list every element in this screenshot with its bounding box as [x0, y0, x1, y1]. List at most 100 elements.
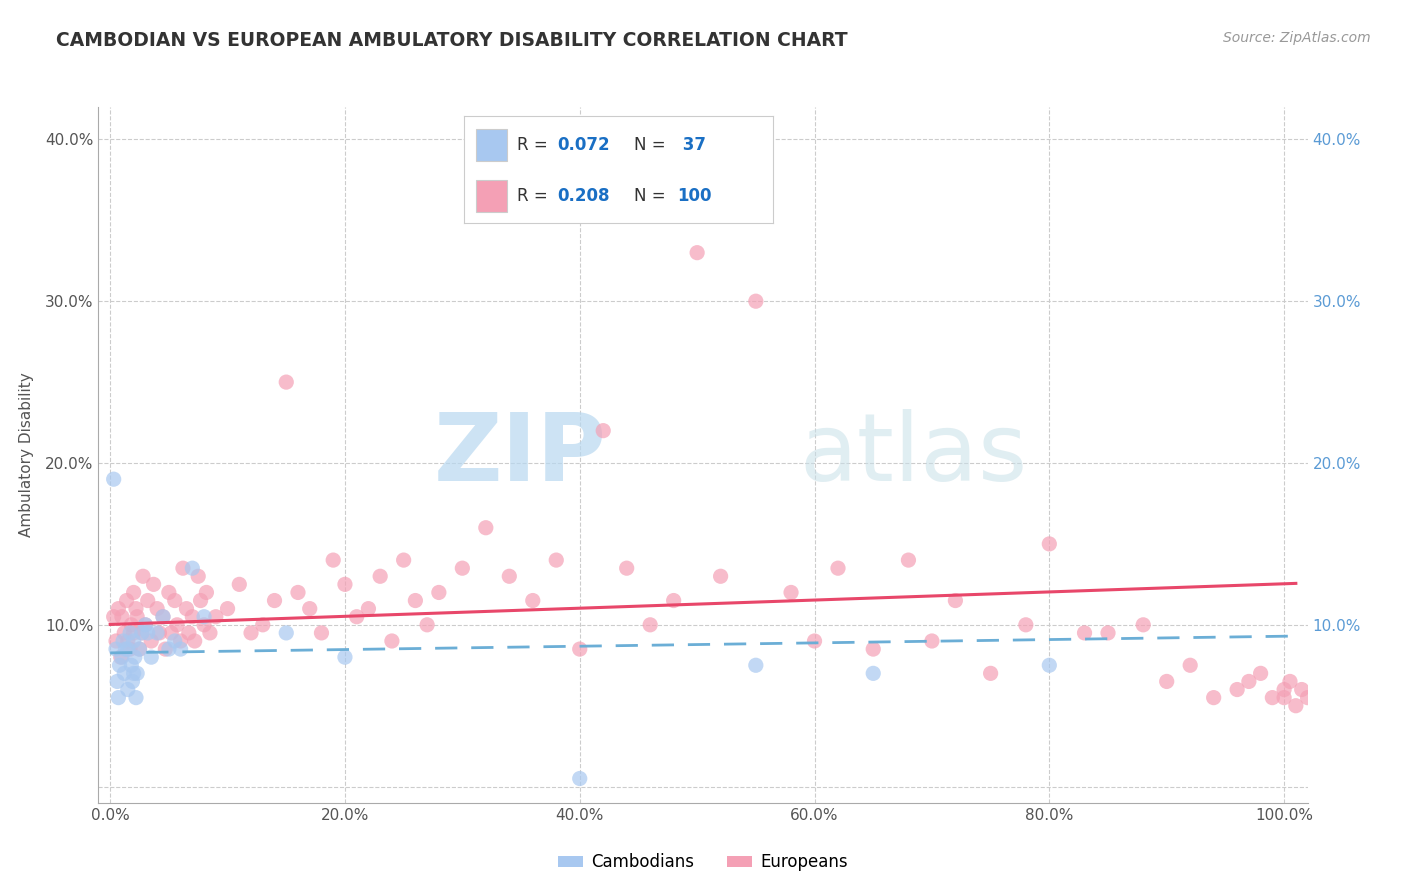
Text: ZIP: ZIP [433, 409, 606, 501]
Point [198, 626, 221, 640]
Point [1272, 690, 1295, 705]
Point [177, 626, 200, 640]
Point [217, 601, 239, 615]
Point [134, 617, 156, 632]
Point [131, 626, 153, 640]
Point [921, 634, 943, 648]
Point [121, 674, 143, 689]
Point [110, 650, 132, 665]
Point [183, 634, 205, 648]
Point [1226, 682, 1249, 697]
Point [710, 569, 733, 583]
Point [381, 634, 404, 648]
Point [163, 634, 186, 648]
Point [124, 650, 146, 665]
Point [827, 561, 849, 575]
Point [157, 642, 180, 657]
Point [128, 642, 150, 657]
Point [1278, 674, 1301, 689]
Point [686, 245, 709, 260]
Legend: Cambodians, Europeans: Cambodians, Europeans [551, 847, 855, 878]
Point [662, 593, 685, 607]
Point [862, 642, 884, 657]
Point [176, 601, 198, 615]
Point [103, 609, 125, 624]
Point [252, 617, 274, 632]
Point [108, 658, 131, 673]
Point [181, 561, 204, 575]
Point [105, 634, 128, 648]
Point [105, 642, 128, 657]
Point [897, 553, 920, 567]
Point [112, 666, 135, 681]
Point [862, 666, 884, 681]
Point [1261, 690, 1284, 705]
Point [1237, 674, 1260, 689]
Point [1038, 537, 1060, 551]
Point [125, 601, 148, 615]
Point [475, 521, 498, 535]
Point [1156, 674, 1178, 689]
Point [122, 626, 145, 640]
Point [134, 617, 156, 632]
Text: 0.208: 0.208 [557, 187, 609, 205]
Point [136, 626, 159, 640]
Point [780, 585, 803, 599]
Point [141, 650, 163, 665]
Point [112, 634, 135, 648]
Point [498, 569, 520, 583]
Text: 37: 37 [678, 136, 706, 153]
Point [122, 585, 145, 599]
Text: R =: R = [516, 187, 553, 205]
Text: N =: N = [634, 136, 671, 153]
Point [105, 674, 128, 689]
Point [112, 626, 135, 640]
Point [546, 553, 568, 567]
Point [980, 666, 1002, 681]
Text: atlas: atlas [800, 409, 1028, 501]
Point [117, 682, 139, 697]
Point [152, 609, 174, 624]
Point [190, 593, 212, 607]
Point [120, 642, 142, 657]
Text: N =: N = [634, 187, 671, 205]
Point [1308, 698, 1330, 713]
Point [103, 472, 125, 486]
Point [745, 294, 768, 309]
Point [522, 593, 544, 607]
Point [117, 642, 139, 657]
Point [148, 626, 170, 640]
Point [311, 626, 333, 640]
Point [1073, 626, 1095, 640]
Point [287, 585, 309, 599]
Y-axis label: Ambulatory Disability: Ambulatory Disability [18, 373, 34, 537]
Point [125, 690, 148, 705]
Point [160, 626, 183, 640]
Point [195, 585, 218, 599]
Point [120, 658, 142, 673]
Point [127, 609, 149, 624]
Point [169, 642, 191, 657]
Point [114, 642, 136, 657]
Point [333, 650, 356, 665]
Point [404, 593, 426, 607]
Point [745, 658, 768, 673]
Point [1202, 690, 1225, 705]
Point [1038, 658, 1060, 673]
Point [1132, 617, 1154, 632]
Point [204, 609, 226, 624]
Point [120, 626, 142, 640]
Point [803, 634, 825, 648]
Point [142, 577, 165, 591]
Point [416, 617, 439, 632]
Point [240, 626, 263, 640]
Point [333, 577, 356, 591]
Point [111, 650, 134, 665]
Point [638, 617, 661, 632]
Point [263, 593, 285, 607]
Text: 100: 100 [678, 187, 711, 205]
Point [111, 609, 134, 624]
Point [141, 634, 163, 648]
Point [228, 577, 250, 591]
Point [193, 617, 215, 632]
